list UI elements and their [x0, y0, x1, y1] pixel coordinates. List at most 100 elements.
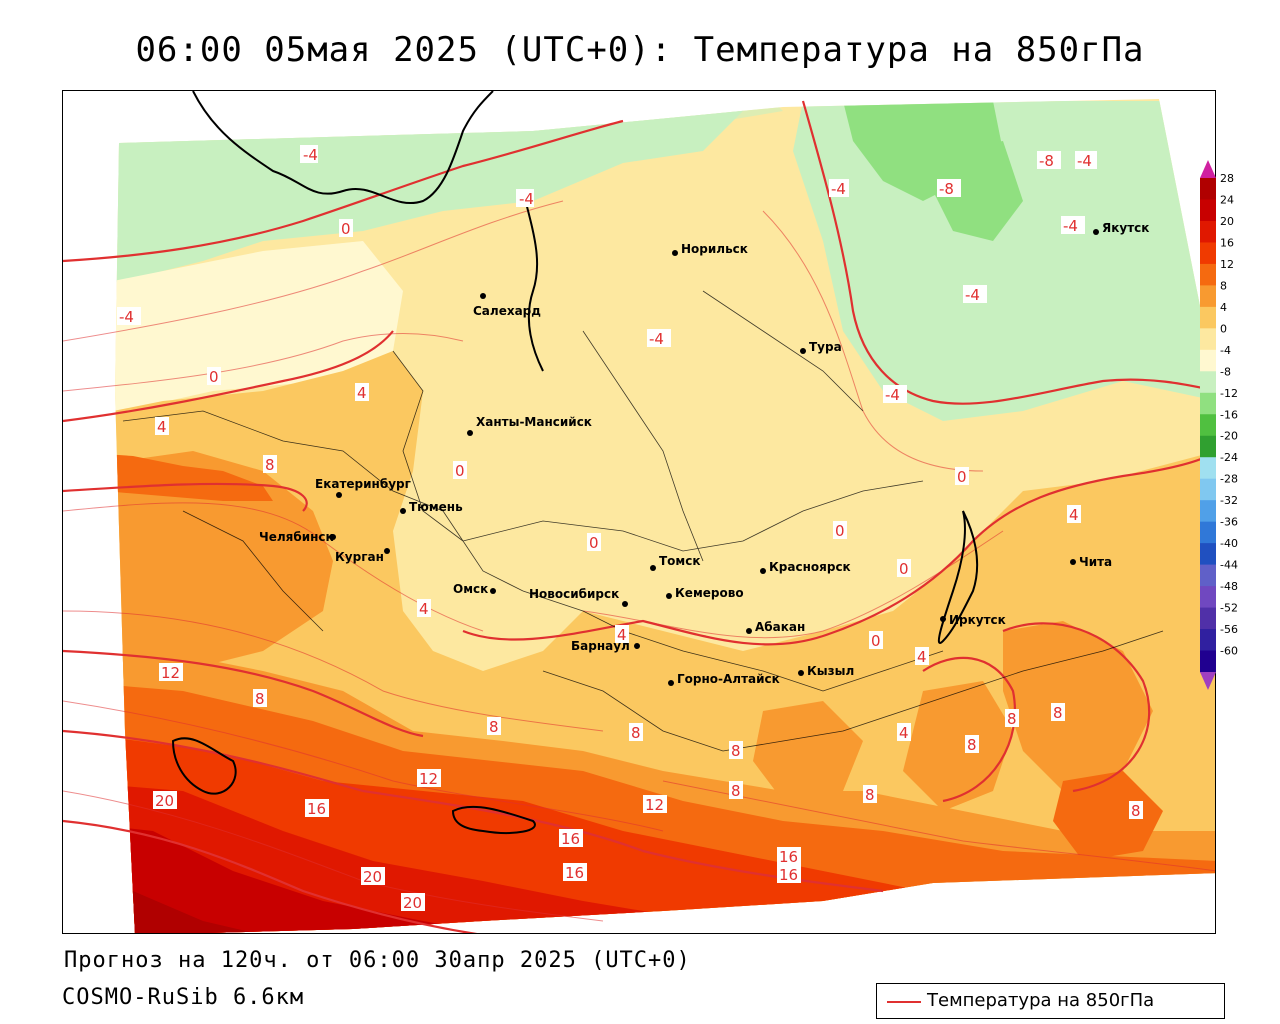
svg-text:4: 4 [157, 418, 167, 436]
colorbar-segment [1200, 263, 1216, 286]
colorbar-segment [1200, 220, 1216, 243]
city-chita[interactable]: Чита [1070, 555, 1112, 569]
svg-text:16: 16 [307, 800, 326, 818]
contour-label: 20 [153, 791, 177, 810]
city-salekhard[interactable]: Салехард [473, 293, 541, 318]
contour-label: -4 [1075, 151, 1097, 170]
contour-label: 12 [417, 769, 441, 788]
map-legend: Температура на 850гПа [876, 983, 1225, 1019]
contour-label: 4 [155, 417, 169, 436]
contour-label: 16 [777, 865, 801, 884]
contour-label: -8 [1037, 151, 1061, 170]
svg-text:20: 20 [403, 894, 422, 912]
contour-label: 12 [643, 795, 667, 814]
colorbar-segment [1200, 328, 1216, 351]
svg-text:-4: -4 [519, 190, 534, 208]
city-tyumen[interactable]: Тюмень [400, 500, 463, 514]
city-tomsk[interactable]: Томск [650, 554, 701, 571]
colorbar-segment [1200, 435, 1216, 458]
contour-label: 4 [915, 647, 929, 666]
contour-label: 8 [863, 785, 877, 804]
contour-label: 0 [587, 533, 601, 552]
svg-text:Чита: Чита [1079, 555, 1112, 569]
contour-label: 8 [253, 689, 267, 708]
colorbar-segment [1200, 457, 1216, 480]
city-irkutsk[interactable]: Иркутск [940, 613, 1006, 627]
city-kurgan[interactable]: Курган [335, 548, 390, 564]
colorbar-segment [1200, 392, 1216, 415]
contour-label: 4 [897, 723, 911, 742]
contour-label: 0 [897, 559, 911, 578]
colorbar-tick-label: -24 [1220, 451, 1238, 464]
svg-text:Тура: Тура [809, 340, 842, 354]
contour-label: 16 [305, 799, 329, 818]
svg-text:16: 16 [779, 866, 798, 884]
svg-text:-4: -4 [119, 308, 134, 326]
colorbar-top-arrow-icon [1200, 160, 1216, 178]
colorbar-segment [1200, 543, 1216, 566]
city-tura[interactable]: Тура [800, 340, 842, 354]
svg-text:Курган: Курган [335, 550, 384, 564]
colorbar-tick-label: 0 [1220, 322, 1227, 335]
svg-text:Челябинск: Челябинск [259, 530, 334, 544]
colorbar-segment [1200, 478, 1216, 501]
admin-borders [122, 290, 1164, 752]
city-ekaterinburg[interactable]: Екатеринбург [315, 477, 411, 498]
colorbar-tick-label: -32 [1220, 494, 1238, 507]
contour-label: 8 [487, 717, 501, 736]
svg-text:4: 4 [917, 648, 927, 666]
forecast-info: Прогноз на 120ч. от 06:00 30апр 2025 (UT… [64, 948, 691, 973]
contour-label: 4 [355, 383, 369, 402]
svg-text:4: 4 [357, 384, 367, 402]
temperature-map[interactable]: Норильск Якутск Салехард Тура Ханты-Манс… [62, 90, 1216, 934]
colorbar-segment [1200, 349, 1216, 372]
colorbar-bottom-arrow-icon [1200, 672, 1216, 690]
colorbar-segment [1200, 178, 1216, 200]
contour-label: 4 [615, 625, 629, 644]
svg-text:-4: -4 [1063, 217, 1078, 235]
svg-text:Кемерово: Кемерово [675, 586, 744, 600]
svg-text:Томск: Томск [659, 554, 701, 568]
city-kemerovo[interactable]: Кемерово [666, 586, 744, 600]
svg-text:8: 8 [489, 718, 499, 736]
svg-text:-8: -8 [1039, 152, 1054, 170]
svg-text:12: 12 [419, 770, 438, 788]
legend-line-icon [887, 1001, 921, 1003]
colorbar-tick-label: -16 [1220, 408, 1238, 421]
contour-label: 12 [159, 663, 183, 682]
colorbar-segment [1200, 199, 1216, 222]
city-krasnoyarsk[interactable]: Красноярск [760, 560, 851, 574]
svg-text:4: 4 [1069, 506, 1079, 524]
contour-label: 8 [729, 741, 743, 760]
svg-text:Салехард: Салехард [473, 304, 541, 318]
contour-label: 16 [559, 829, 583, 848]
contour-label: 20 [361, 867, 385, 886]
contour-label: 0 [955, 467, 969, 486]
city-yakutsk[interactable]: Якутск [1093, 221, 1149, 235]
city-khanty-mansiysk[interactable]: Ханты-Мансийск [467, 415, 592, 436]
city-barnaul[interactable]: Барнаул [571, 639, 640, 653]
colorbar-tick-label: -48 [1220, 580, 1238, 593]
city-abakan[interactable]: Абакан [746, 620, 805, 634]
city-omsk[interactable]: Омск [453, 582, 496, 596]
contour-label: -4 [829, 179, 849, 198]
colorbar-segments [1200, 178, 1216, 673]
svg-text:0: 0 [589, 534, 599, 552]
contour-labels: -4 -4 -4 -8 -4 -8 -4 -4 -4 -4 -4 0 0 4 4… [117, 145, 1143, 912]
colorbar-tick-label: -8 [1220, 365, 1231, 378]
colorbar-segment [1200, 306, 1216, 329]
city-novosibirsk[interactable]: Новосибирск [529, 587, 628, 607]
city-gorno-altaysk[interactable]: Горно-Алтайск [668, 672, 780, 686]
svg-text:-4: -4 [831, 180, 846, 198]
contour-label: 8 [263, 455, 277, 474]
colorbar-tick-label: 4 [1220, 301, 1227, 314]
city-norilsk[interactable]: Норильск [672, 242, 748, 256]
city-chelyabinsk[interactable]: Челябинск [259, 530, 336, 544]
city-kyzyl[interactable]: Кызыл [798, 664, 854, 678]
svg-text:Екатеринбург: Екатеринбург [315, 477, 411, 491]
colorbar-segment [1200, 500, 1216, 523]
svg-text:12: 12 [161, 664, 180, 682]
thin-contours [63, 200, 1215, 922]
svg-text:4: 4 [617, 626, 627, 644]
colorbar-tick-label: -52 [1220, 602, 1238, 615]
